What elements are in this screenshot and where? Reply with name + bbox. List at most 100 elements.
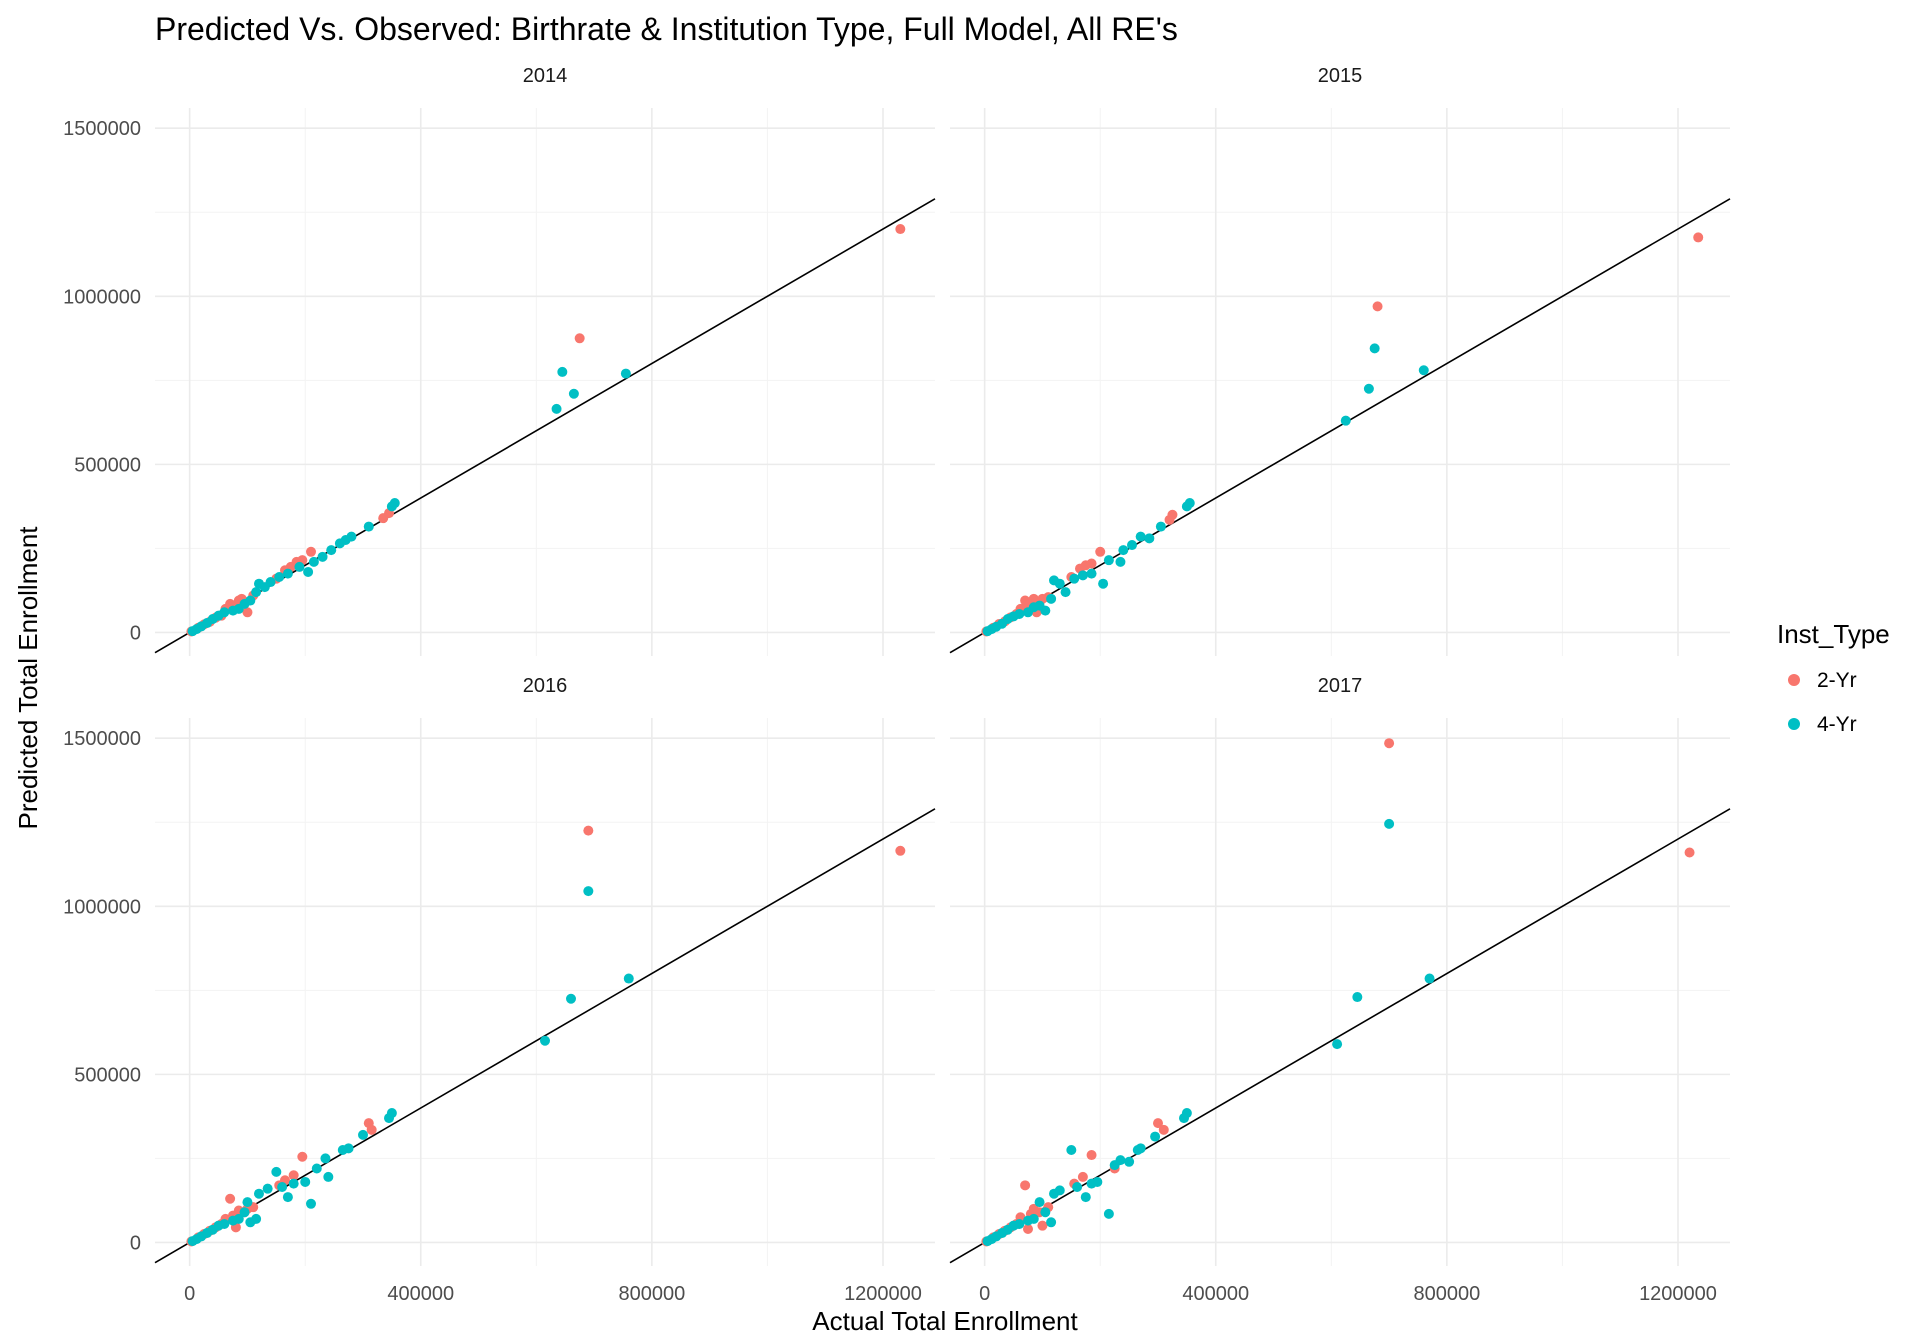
data-point — [1684, 847, 1695, 858]
data-point — [1332, 1039, 1343, 1050]
identity-line — [949, 808, 1731, 1264]
data-point — [386, 1108, 397, 1119]
data-point — [1118, 545, 1129, 556]
data-point — [895, 845, 906, 856]
data-point — [1363, 383, 1374, 394]
data-point — [1020, 1180, 1031, 1191]
data-point — [1060, 587, 1071, 598]
x-axis-title: Actual Total Enrollment — [812, 1306, 1078, 1336]
data-point — [265, 577, 276, 588]
x-tick-label: 400000 — [387, 1283, 454, 1305]
data-point — [219, 1218, 230, 1229]
data-point — [1144, 533, 1155, 544]
data-point — [219, 607, 230, 618]
y-tick-label: 1500000 — [63, 118, 141, 140]
data-point — [239, 1207, 250, 1218]
data-point — [245, 595, 256, 606]
y-tick-label: 0 — [130, 622, 141, 644]
x-tick-label: 800000 — [1414, 1283, 1481, 1305]
series-4-Yr — [982, 818, 1435, 1247]
data-point — [895, 224, 906, 235]
data-point — [1184, 498, 1195, 509]
data-point — [1034, 1197, 1045, 1208]
data-point — [1046, 1217, 1057, 1228]
data-point — [1103, 555, 1114, 566]
data-point — [288, 1170, 299, 1181]
identity-line — [154, 808, 936, 1264]
data-point — [1040, 1207, 1051, 1218]
data-point — [583, 886, 594, 897]
data-point — [1046, 593, 1057, 604]
data-point — [306, 1198, 316, 1209]
data-point — [311, 1163, 322, 1174]
data-point — [1158, 1124, 1169, 1135]
data-point — [1023, 1224, 1033, 1235]
identity-line — [949, 198, 1731, 654]
x-tick-label: 800000 — [619, 1283, 686, 1305]
data-point — [1418, 365, 1429, 376]
y-tick-label: 1000000 — [63, 286, 141, 308]
series-2-Yr — [186, 224, 906, 637]
data-point — [1054, 578, 1065, 589]
data-point — [288, 1178, 299, 1189]
data-point — [277, 1181, 288, 1192]
facet-panel-2014: 2014 0 500000 1000000 1500000 — [63, 65, 936, 656]
data-point — [1066, 1145, 1077, 1156]
y-tick-label: 500000 — [74, 1064, 141, 1086]
data-point — [1115, 556, 1126, 567]
data-point — [320, 1153, 331, 1164]
data-point — [1086, 568, 1097, 579]
y-tick-label: 500000 — [74, 454, 141, 476]
facet-panels: 2014 0 500000 1000000 1500000 2015 2016 0 500000… — [63, 65, 1731, 1305]
data-point — [262, 1183, 273, 1194]
data-point — [282, 1192, 293, 1203]
data-point — [317, 551, 328, 562]
legend-title: Inst_Type — [1777, 619, 1890, 649]
data-point — [242, 607, 253, 618]
series-4-Yr — [187, 366, 631, 637]
data-point — [1037, 1220, 1048, 1231]
data-point — [1153, 1118, 1163, 1129]
data-point — [1150, 1131, 1161, 1142]
data-point — [1424, 973, 1435, 984]
data-point — [1080, 1192, 1091, 1203]
data-point — [1115, 1155, 1126, 1166]
x-tick-label: 0 — [184, 1283, 195, 1305]
data-point — [1014, 608, 1025, 619]
data-point — [1155, 521, 1166, 532]
data-point — [242, 1197, 253, 1208]
data-point — [1086, 558, 1097, 569]
data-point — [271, 1166, 282, 1177]
x-tick-label: 1200000 — [844, 1283, 922, 1305]
data-point — [1095, 546, 1106, 557]
legend-label: 2-Yr — [1817, 669, 1857, 692]
data-point — [326, 545, 337, 556]
data-point — [300, 1176, 311, 1187]
legend-key-2-Yr — [1788, 674, 1800, 686]
data-point — [346, 531, 357, 542]
facet-label: 2016 — [523, 675, 568, 697]
x-tick-label: 400000 — [1182, 1283, 1249, 1305]
data-point — [540, 1035, 550, 1046]
legend: Inst_Type 2-Yr 4-Yr — [1777, 619, 1890, 736]
data-point — [343, 1143, 354, 1154]
data-point — [620, 368, 631, 379]
data-point — [1103, 1208, 1114, 1219]
data-point — [1372, 301, 1383, 312]
data-point — [1054, 1185, 1065, 1196]
x-tick-label: 0 — [979, 1283, 990, 1305]
facet-panel-2016: 2016 0 500000 1000000 1500000 0 400000 800000 12… — [63, 675, 936, 1305]
data-point — [1384, 818, 1395, 829]
data-point — [1098, 578, 1109, 589]
data-point — [1127, 540, 1137, 551]
data-point — [251, 1213, 262, 1224]
data-point — [233, 1213, 244, 1224]
data-point — [1014, 1218, 1025, 1229]
series-4-Yr — [187, 886, 634, 1247]
facet-label: 2017 — [1318, 675, 1363, 697]
data-point — [297, 1151, 308, 1162]
data-point — [1077, 570, 1088, 581]
data-point — [254, 1188, 264, 1199]
data-point — [1135, 1143, 1146, 1154]
